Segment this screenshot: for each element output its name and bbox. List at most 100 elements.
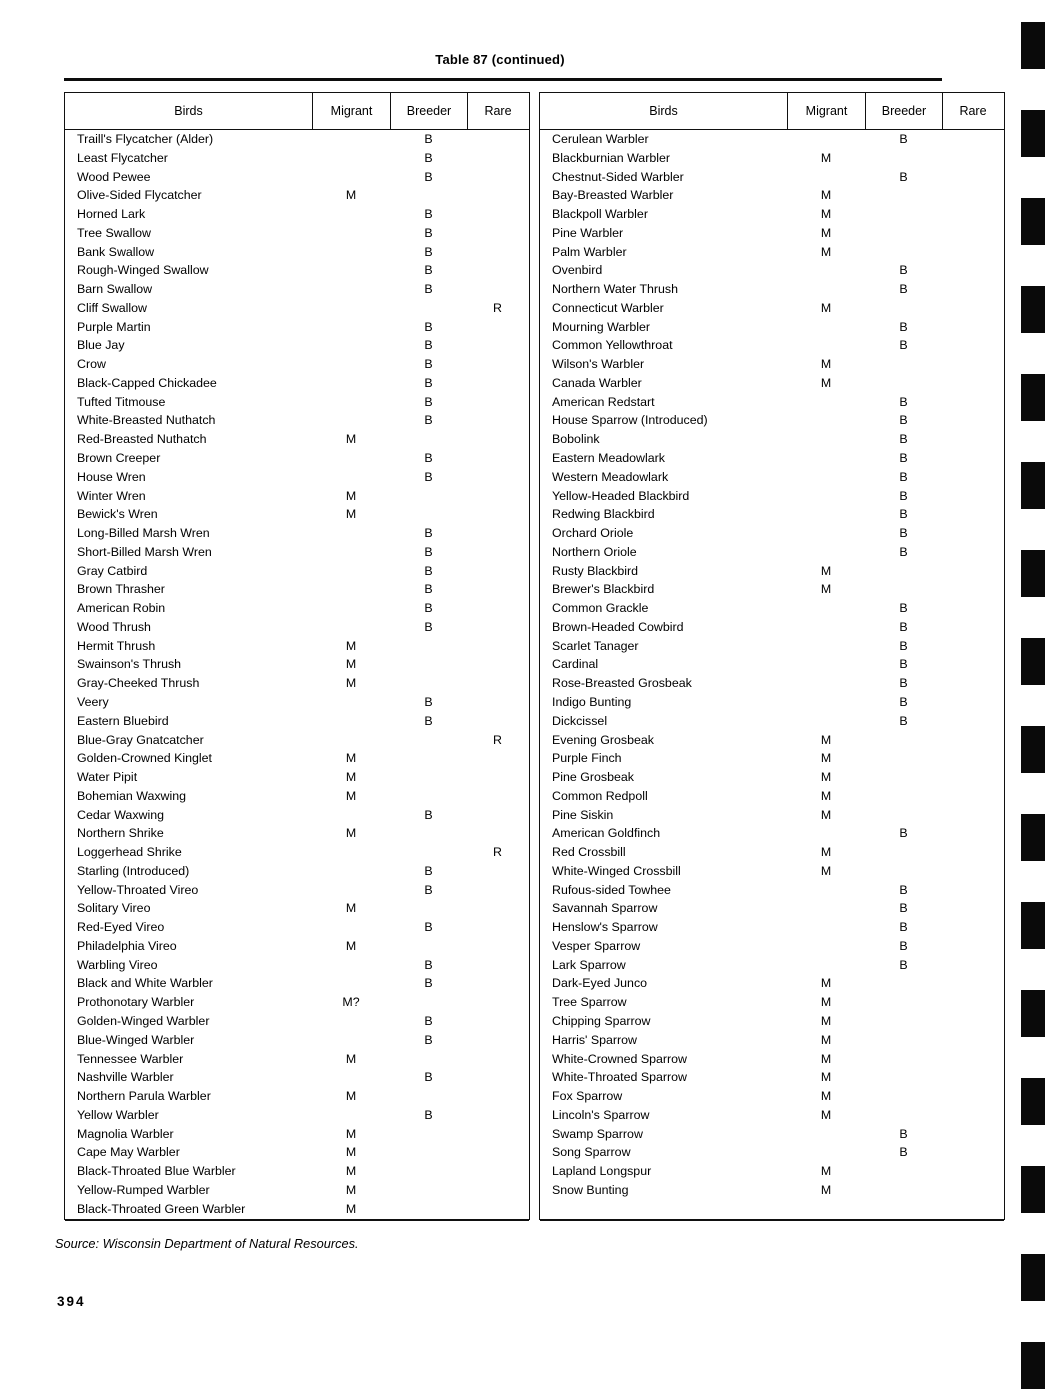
breeder-mark: B <box>899 901 908 916</box>
table-row: Snow Bunting M <box>540 1181 1004 1200</box>
bird-name: Purple Finch <box>552 751 622 766</box>
table-row: Mourning Warbler B <box>540 318 1004 337</box>
breeder-mark: B <box>424 244 433 259</box>
table-row: Pine Grosbeak M <box>540 768 1004 787</box>
migrant-mark: M <box>820 732 832 747</box>
migrant-mark: M <box>820 1164 832 1179</box>
table-row: Black and White Warbler B <box>65 974 529 993</box>
breeder-mark: B <box>899 882 908 897</box>
table-row: Palm Warbler M <box>540 243 1004 262</box>
table-row: Crow B <box>65 355 529 374</box>
table-row: Cerulean Warbler B <box>540 130 1004 149</box>
migrant-mark: M <box>820 357 832 372</box>
table-row: Black-Capped Chickadee B <box>65 374 529 393</box>
table-row: Least Flycatcher B <box>65 149 529 168</box>
bird-name: Cardinal <box>552 657 599 672</box>
migrant-mark: M <box>820 1013 832 1028</box>
bird-name: Lincoln's Sparrow <box>552 1107 650 1122</box>
table-row: Lincoln's Sparrow M <box>540 1106 1004 1125</box>
bird-name: Wilson's Warbler <box>552 357 645 372</box>
table-row: Ovenbird B <box>540 261 1004 280</box>
breeder-mark: B <box>424 413 433 428</box>
bird-name: Brown Thrasher <box>77 582 165 597</box>
table-row: Golden-Winged Warbler B <box>65 1012 529 1031</box>
table-row: White-Winged Crossbill M <box>540 862 1004 881</box>
registration-mark <box>1021 1342 1045 1389</box>
bird-name: Yellow Warbler <box>77 1107 159 1122</box>
breeder-mark: B <box>899 694 908 709</box>
table-body-left: Traill's Flycatcher (Alder) B Least Flycat… <box>65 130 529 1218</box>
bird-name: Dark-Eyed Junco <box>552 976 648 991</box>
bird-name: Western Meadowlark <box>552 469 669 484</box>
breeder-mark: B <box>424 713 433 728</box>
migrant-mark: M <box>345 507 357 522</box>
bird-name: Brewer's Blackbird <box>552 582 655 597</box>
table-row: Gray Catbird B <box>65 562 529 581</box>
registration-mark <box>1021 374 1045 421</box>
table-row: Golden-Crowned Kinglet M <box>65 749 529 768</box>
column-header-rare: Rare <box>942 93 1003 129</box>
table-row: Rufous-sided Towhee B <box>540 881 1004 900</box>
bird-name: Water Pipit <box>77 770 138 785</box>
bird-table-left: Birds Migrant Breeder Rare Traill's Flyc… <box>64 92 530 1221</box>
breeder-mark: B <box>899 713 908 728</box>
breeder-mark: B <box>899 676 908 691</box>
table-row: Bobolink B <box>540 430 1004 449</box>
bird-name: Swamp Sparrow <box>552 1126 643 1141</box>
bird-name: Tufted Titmouse <box>77 394 166 409</box>
bird-name: Gray-Cheeked Thrush <box>77 676 200 691</box>
bird-name: Rough-Winged Swallow <box>77 263 209 278</box>
migrant-mark: M <box>820 207 832 222</box>
bird-name: Philadelphia Vireo <box>77 938 177 953</box>
breeder-mark: B <box>899 432 908 447</box>
bird-name: Harris' Sparrow <box>552 1032 637 1047</box>
bird-name: Savannah Sparrow <box>552 901 658 916</box>
table-row: Lark Sparrow B <box>540 956 1004 975</box>
migrant-mark: M <box>820 751 832 766</box>
bird-name: Tree Swallow <box>77 225 151 240</box>
bird-name: Golden-Winged Warbler <box>77 1013 210 1028</box>
table-row: Red-Eyed Vireo B <box>65 918 529 937</box>
table-row: Short-Billed Marsh Wren B <box>65 543 529 562</box>
table-row: Brown Thrasher B <box>65 580 529 599</box>
bird-name: Short-Billed Marsh Wren <box>77 544 212 559</box>
breeder-mark: B <box>899 957 908 972</box>
table-row: Northern Parula Warbler M <box>65 1087 529 1106</box>
table-header-row-left: Birds Migrant Breeder Rare <box>65 93 529 130</box>
bird-name: Northern Parula Warbler <box>77 1089 211 1104</box>
breeder-mark: B <box>424 582 433 597</box>
registration-mark <box>1021 638 1045 685</box>
migrant-mark: M <box>820 1070 832 1085</box>
bird-name: Chipping Sparrow <box>552 1013 651 1028</box>
breeder-mark: B <box>424 394 433 409</box>
registration-mark <box>1021 814 1045 861</box>
bird-name: Rufous-sided Towhee <box>552 882 671 897</box>
table-row: Veery B <box>65 693 529 712</box>
bird-name: Redwing Blackbird <box>552 507 655 522</box>
migrant-mark: M <box>345 751 357 766</box>
bird-name: Ovenbird <box>552 263 603 278</box>
bird-name: Least Flycatcher <box>77 150 168 165</box>
breeder-mark: B <box>424 694 433 709</box>
table-row: Yellow-Rumped Warbler M <box>65 1181 529 1200</box>
bird-name: Indigo Bunting <box>552 694 632 709</box>
bird-name: Horned Lark <box>77 207 146 222</box>
table-row: Purple Martin B <box>65 318 529 337</box>
migrant-mark: M <box>820 788 832 803</box>
bird-name: Blackpoll Warbler <box>552 207 648 222</box>
bird-name: Tree Sparrow <box>552 995 627 1010</box>
breeder-mark: B <box>424 619 433 634</box>
table-row: Lapland Longspur M <box>540 1162 1004 1181</box>
page-number: 394 <box>57 1294 86 1309</box>
table-row: Savannah Sparrow B <box>540 899 1004 918</box>
table-row: Gray-Cheeked Thrush M <box>65 674 529 693</box>
breeder-mark: B <box>899 526 908 541</box>
bird-name: Warbling Vireo <box>77 957 158 972</box>
column-header-birds: Birds <box>649 104 678 118</box>
bird-name: Common Redpoll <box>552 788 648 803</box>
table-row: Blackburnian Warbler M <box>540 149 1004 168</box>
migrant-mark: M <box>820 770 832 785</box>
table-row: Bewick's Wren M <box>65 505 529 524</box>
migrant-mark: M <box>820 845 832 860</box>
